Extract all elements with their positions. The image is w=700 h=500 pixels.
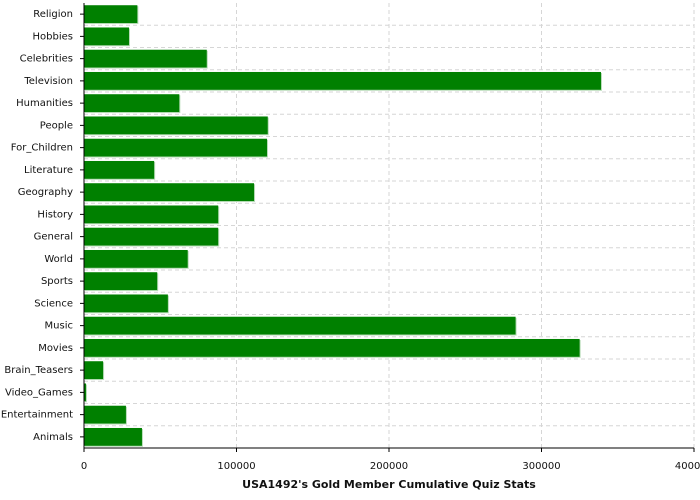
bar xyxy=(84,116,268,135)
y-tick-label: History xyxy=(37,209,73,220)
x-tick-label: 400000 xyxy=(675,461,700,472)
bar xyxy=(84,338,580,357)
y-tick-label: Music xyxy=(45,321,73,332)
x-tick-label: 0 xyxy=(81,461,87,472)
y-tick-label: Sports xyxy=(41,276,73,287)
bar xyxy=(84,427,142,446)
y-tick-label: Celebrities xyxy=(20,54,73,65)
y-tick-label: Video_Games xyxy=(5,387,73,398)
y-tick-label: People xyxy=(40,120,73,131)
bar xyxy=(84,294,168,313)
y-tick-label: Brain_Teasers xyxy=(4,365,73,376)
y-tick-label: For_Children xyxy=(11,143,73,154)
bar xyxy=(84,405,126,424)
bar xyxy=(84,205,219,224)
bar xyxy=(84,27,129,46)
y-tick-label: General xyxy=(34,232,73,243)
y-tick-label: Entertainment xyxy=(1,410,73,421)
x-tick-label: 200000 xyxy=(370,461,408,472)
bar xyxy=(84,160,155,179)
x-tick-label: 300000 xyxy=(522,461,560,472)
y-tick-label: Religion xyxy=(33,9,73,20)
y-tick-label: Hobbies xyxy=(33,31,73,42)
bar xyxy=(84,71,601,90)
bar xyxy=(84,49,207,68)
bar xyxy=(84,227,219,246)
bar xyxy=(84,272,158,291)
y-tick-label: Humanities xyxy=(16,98,73,109)
x-tick-label: 100000 xyxy=(217,461,255,472)
bar-shadow xyxy=(85,384,87,403)
y-tick-label: Animals xyxy=(33,432,73,443)
chart-title: USA1492's Gold Member Cumulative Quiz St… xyxy=(242,478,536,491)
bar xyxy=(84,5,138,24)
bar xyxy=(84,94,180,113)
y-tick-label: Geography xyxy=(18,187,73,198)
bar xyxy=(84,249,188,268)
y-tick-label: World xyxy=(44,254,73,265)
y-tick-label: Literature xyxy=(24,165,73,176)
y-tick-label: Science xyxy=(34,298,73,309)
bar xyxy=(84,138,267,157)
bar xyxy=(84,383,86,402)
y-tick-label: Television xyxy=(23,76,73,87)
y-tick-label: Movies xyxy=(38,343,73,354)
bar xyxy=(84,183,255,202)
bar xyxy=(84,316,516,335)
bar xyxy=(84,361,104,380)
